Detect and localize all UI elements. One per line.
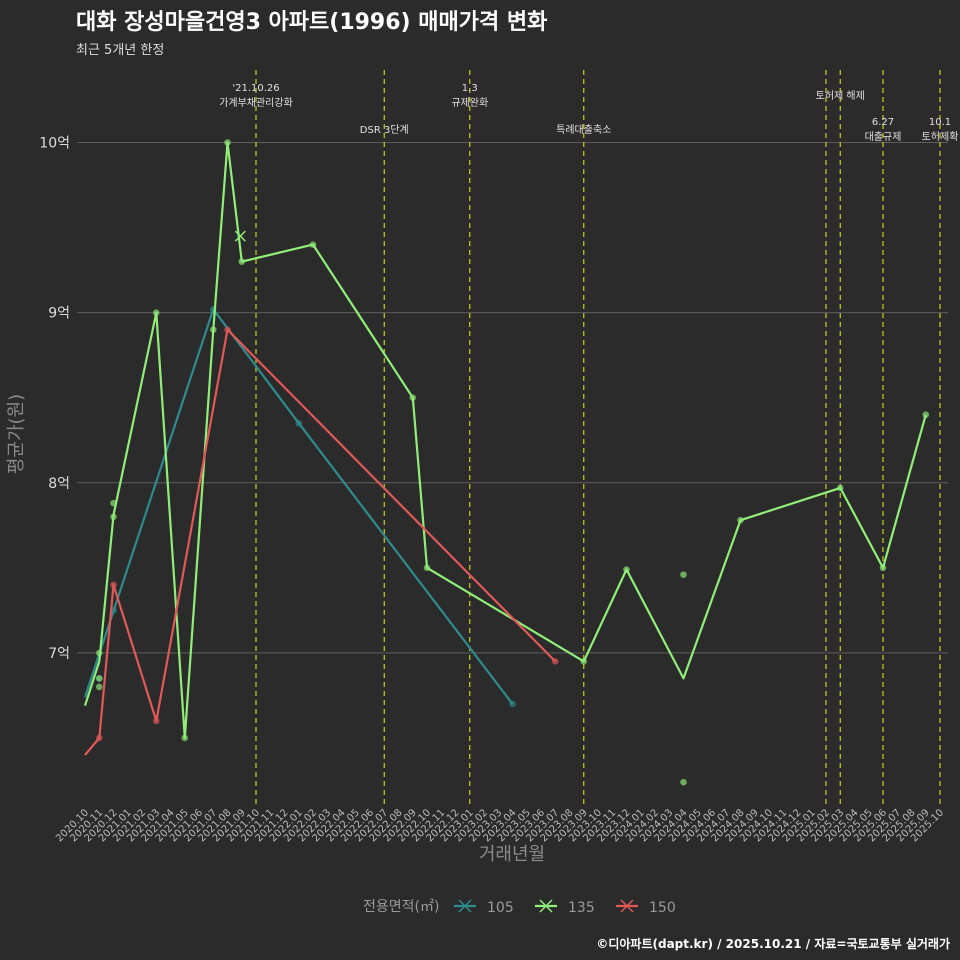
x-axis-title: 거래년월 <box>479 844 545 865</box>
data-point-135 <box>680 571 687 578</box>
x-axis-ticks: 2020.102020.112020.122021.012021.022021.… <box>54 807 946 844</box>
chart-title: 대화 장성마을건영3 아파트(1996) 매매가격 변화 <box>76 10 547 35</box>
data-point-135 <box>110 499 117 507</box>
event-label: 대출규제 <box>865 131 902 143</box>
cross-marker-135 <box>234 230 246 242</box>
data-point-105 <box>295 419 303 427</box>
y-axis-title: 평균가(원) <box>6 394 27 474</box>
data-point-135 <box>181 734 189 742</box>
data-point-150 <box>224 326 231 333</box>
event-label: 1.3 <box>462 83 478 94</box>
chart-subtitle: 최근 5개년 한정 <box>76 43 164 58</box>
data-point-135 <box>95 683 103 691</box>
data-point-150 <box>152 717 160 725</box>
event-label: 가계부채관리강화 <box>219 97 293 109</box>
legend-key-cross <box>620 899 634 913</box>
event-label: 토허제확 <box>922 131 959 143</box>
legend-key-cross <box>458 899 472 913</box>
data-point-150 <box>551 658 559 665</box>
series-line-135 <box>83 141 927 740</box>
event-label: 규제완화 <box>451 97 488 109</box>
series-line-150 <box>84 328 557 756</box>
event-label: 특례대출축소 <box>556 124 611 136</box>
data-point-135 <box>409 394 417 402</box>
data-point-135 <box>623 566 630 573</box>
legend-title: 전용면적(㎡) <box>363 899 439 915</box>
data-point-135 <box>680 778 687 786</box>
event-label: 토허제 해제 <box>816 89 865 102</box>
data-point-135 <box>922 411 930 419</box>
y-tick-label: 9억 <box>48 306 70 322</box>
data-point-150 <box>110 581 117 589</box>
data-point-105 <box>509 700 516 708</box>
data-point-135 <box>836 484 844 492</box>
legend-key-cross <box>539 899 553 913</box>
event-label: 6.27 <box>872 117 894 128</box>
data-point-135 <box>580 658 588 665</box>
caption: ©디아파트(dapt.kr) / 2025.10.21 / 자료=국토교통부 실… <box>596 936 950 951</box>
data-point-135 <box>423 564 431 572</box>
data-point-135 <box>152 309 160 316</box>
event-label: DSR 3단계 <box>360 124 409 136</box>
y-axis-ticks: 7억 8억 9억 10억 <box>39 136 70 662</box>
data-point-135 <box>95 675 103 682</box>
legend: 전용면적(㎡) 105 135 150 <box>363 899 676 916</box>
data-point-135 <box>309 241 317 248</box>
legend-label: 150 <box>649 900 676 916</box>
legend-label: 105 <box>487 900 514 916</box>
event-label: 10.1 <box>929 117 951 128</box>
data-point-135 <box>110 513 117 521</box>
data-point-135 <box>238 258 246 265</box>
series-layer <box>83 139 930 786</box>
grid-lines <box>77 142 948 654</box>
data-point-135 <box>95 649 103 657</box>
data-point-135 <box>737 516 744 524</box>
event-label: '21.10.26 <box>232 83 279 94</box>
y-tick-label: 7억 <box>48 646 70 662</box>
data-point-135 <box>224 139 231 146</box>
legend-label: 135 <box>568 900 595 916</box>
series-line-105 <box>83 308 514 705</box>
data-point-150 <box>95 734 103 742</box>
data-point-135 <box>209 326 217 333</box>
y-tick-label: 10억 <box>39 136 70 152</box>
data-point-135 <box>879 564 887 572</box>
y-tick-label: 8억 <box>48 476 70 492</box>
